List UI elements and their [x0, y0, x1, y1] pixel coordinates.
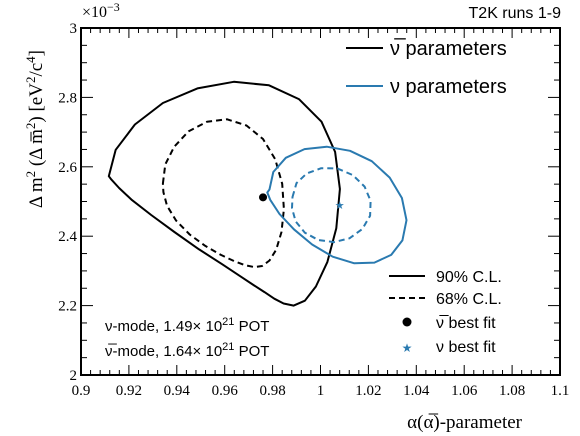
x-tick-label: 1.08: [499, 383, 525, 399]
x-tick-label: 1.06: [451, 383, 478, 399]
y-tick-label: 2.2: [58, 299, 77, 315]
x-axis-title: α(α̅)-parameter: [407, 412, 523, 433]
legend-nu-label: ν parameters: [390, 76, 507, 98]
y-exponent-label: ×10−3: [82, 0, 120, 21]
contour-antinu-90cl: [107, 80, 341, 307]
best-fit-markers: ★: [259, 193, 345, 212]
x-tick-label: 0.98: [259, 383, 285, 399]
x-tick-label: 1.02: [355, 383, 381, 399]
legend-68cl-label: 68% C.L.: [436, 291, 502, 308]
run-label: T2K runs 1-9: [469, 5, 562, 22]
x-tick-label: 0.92: [116, 383, 142, 399]
y-tick-label: 2: [70, 368, 78, 384]
contour-nu-68cl: [291, 167, 372, 244]
legend-top: ν̅ parameters ν parameters: [346, 37, 507, 98]
x-tick-label: 1.04: [403, 383, 430, 399]
x-tick-label: 0.9: [72, 383, 91, 399]
x-tick-labels: 0.9 0.92 0.94 0.96 0.98 1 1.02 1.04 1.06 1.08 1.1: [72, 383, 570, 399]
annotation-antinu-mode: ν̅-mode, 1.64× 1021 POT: [105, 341, 269, 360]
y-tick-label: 2.4: [58, 229, 77, 245]
y-tick-label: 2.8: [58, 90, 77, 106]
annotation-nu-mode: ν-mode, 1.49× 1021 POT: [105, 316, 269, 335]
contour-series: [107, 80, 408, 307]
legend-antinu-label: ν̅ parameters: [390, 37, 507, 60]
plot-frame: [80, 27, 561, 376]
y-tick-label: 3: [70, 21, 78, 37]
legend-nu-bestfit-marker: ★: [402, 341, 413, 355]
legend-90cl-label: 90% C.L.: [436, 269, 502, 286]
bestfit-nu-marker: ★: [335, 200, 345, 212]
bestfit-antinu-marker: [259, 193, 268, 202]
legend-antinu-bestfit-marker: [402, 317, 412, 327]
x-tick-label: 1.1: [551, 383, 570, 399]
legend-antinu-bestfit-label: ν̅ best fit: [436, 314, 496, 332]
x-tick-label: 1: [317, 383, 325, 399]
legend-bottom: 90% C.L. 68% C.L. ν̅ best fit ★ ν best f…: [389, 269, 502, 356]
legend-nu-bestfit-label: ν best fit: [436, 339, 496, 356]
contour-nu-90cl: [266, 145, 408, 265]
y-axis-title: Δ m2 (Δ m̅2) [eV2/c4]: [23, 50, 47, 208]
x-tick-label: 0.96: [212, 383, 239, 399]
x-tick-label: 0.94: [164, 383, 191, 399]
y-tick-labels: 2 2.2 2.4 2.6 2.8 3: [58, 21, 77, 384]
contour-antinu-68cl: [161, 118, 285, 269]
y-tick-label: 2.6: [58, 160, 77, 176]
